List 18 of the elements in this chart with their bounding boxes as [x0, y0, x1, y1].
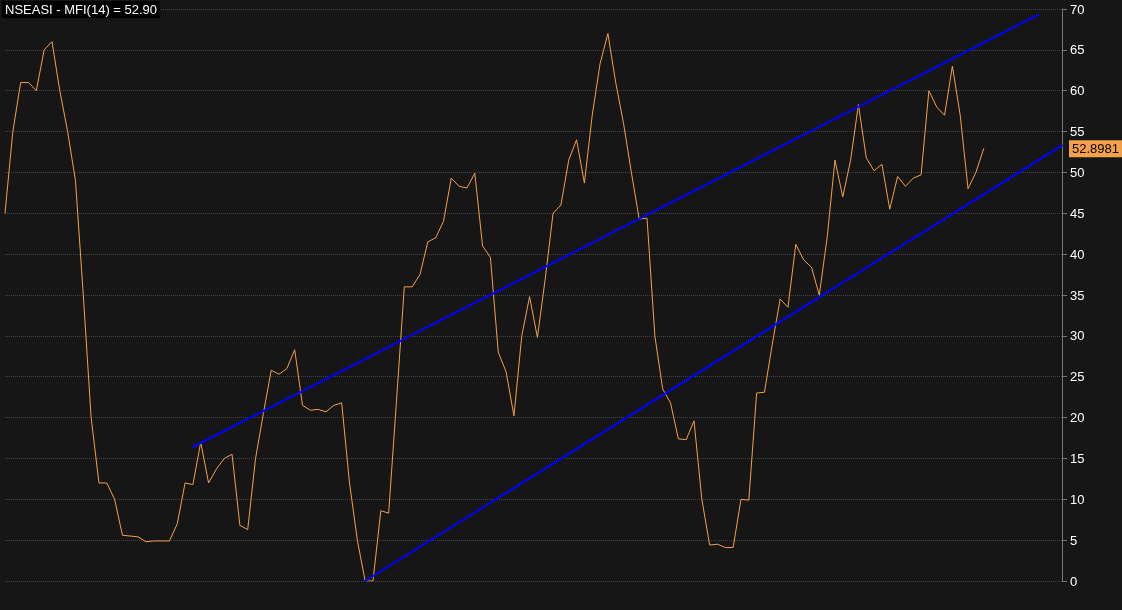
y-tick-label: 25: [1070, 369, 1085, 385]
chart-title: NSEASI - MFI(14) = 52.90: [5, 2, 158, 17]
y-tick-label: 60: [1070, 83, 1085, 99]
y-tick-label: 20: [1070, 410, 1085, 426]
y-tick-label: 5: [1070, 532, 1078, 548]
y-tick-label: 30: [1070, 328, 1085, 344]
line-series: [4, 33, 985, 582]
y-tick-label: 65: [1070, 42, 1085, 58]
y-tick-label: 35: [1070, 287, 1085, 303]
y-tick-label: 50: [1070, 164, 1085, 180]
y-tick-label: 40: [1070, 246, 1085, 262]
y-tick-label: 0: [1070, 573, 1078, 589]
y-tick-label: 15: [1070, 450, 1085, 466]
y-tick-label: 70: [1070, 1, 1085, 17]
y-tick-label: 55: [1070, 124, 1085, 140]
y-tick-label: 45: [1070, 205, 1085, 221]
y-tick-label: 10: [1070, 491, 1085, 507]
text: 52.8981: [1072, 141, 1119, 157]
